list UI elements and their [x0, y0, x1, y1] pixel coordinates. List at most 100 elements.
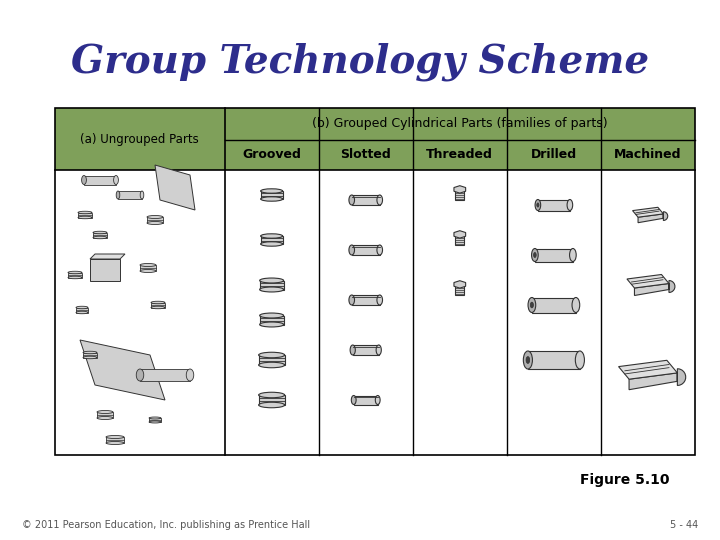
Ellipse shape	[260, 287, 284, 292]
Polygon shape	[678, 369, 685, 386]
Polygon shape	[669, 280, 675, 293]
Ellipse shape	[151, 301, 165, 303]
Bar	[260, 315, 284, 325]
Ellipse shape	[377, 295, 382, 305]
Polygon shape	[454, 186, 466, 193]
Ellipse shape	[258, 402, 284, 408]
Bar	[535, 248, 573, 261]
Bar	[118, 191, 142, 199]
Polygon shape	[80, 340, 165, 400]
Polygon shape	[663, 212, 667, 220]
Ellipse shape	[567, 199, 572, 211]
Ellipse shape	[531, 248, 539, 261]
Ellipse shape	[149, 421, 161, 423]
Ellipse shape	[116, 191, 120, 199]
Ellipse shape	[140, 191, 144, 199]
Ellipse shape	[349, 245, 354, 255]
Ellipse shape	[93, 237, 107, 239]
Bar	[532, 298, 576, 313]
Text: (a) Ungrouped Parts: (a) Ungrouped Parts	[81, 132, 199, 145]
Ellipse shape	[572, 298, 580, 313]
Bar	[353, 345, 379, 355]
Polygon shape	[454, 231, 466, 238]
Ellipse shape	[523, 351, 532, 369]
Ellipse shape	[76, 306, 88, 309]
Bar	[455, 188, 464, 200]
Text: Group Technology Scheme: Group Technology Scheme	[71, 43, 649, 81]
Ellipse shape	[261, 189, 283, 193]
Bar	[352, 195, 379, 205]
Bar	[528, 351, 580, 369]
Polygon shape	[454, 281, 466, 288]
Ellipse shape	[68, 271, 82, 274]
Text: Slotted: Slotted	[341, 148, 391, 161]
Text: Grooved: Grooved	[242, 148, 301, 161]
Bar	[258, 395, 284, 405]
Bar	[261, 236, 283, 244]
Ellipse shape	[537, 203, 539, 207]
Bar	[352, 245, 379, 255]
Polygon shape	[629, 373, 678, 390]
Bar	[538, 199, 570, 211]
Ellipse shape	[535, 199, 541, 211]
Ellipse shape	[260, 322, 284, 327]
Ellipse shape	[147, 215, 163, 219]
Bar	[151, 302, 165, 307]
Ellipse shape	[78, 216, 92, 219]
Ellipse shape	[376, 345, 382, 355]
Ellipse shape	[149, 417, 161, 419]
Ellipse shape	[349, 195, 354, 205]
Ellipse shape	[97, 416, 113, 420]
Ellipse shape	[526, 356, 530, 363]
Bar	[260, 280, 284, 289]
Ellipse shape	[377, 245, 382, 255]
Ellipse shape	[260, 313, 284, 318]
Ellipse shape	[528, 298, 536, 313]
Ellipse shape	[78, 211, 92, 214]
Ellipse shape	[258, 392, 284, 398]
Text: Figure 5.10: Figure 5.10	[580, 473, 670, 487]
Bar	[140, 265, 156, 271]
Polygon shape	[627, 274, 669, 288]
Bar	[455, 284, 464, 295]
Text: 5 - 44: 5 - 44	[670, 520, 698, 530]
Bar	[55, 108, 695, 455]
Bar	[78, 213, 92, 218]
Text: Drilled: Drilled	[531, 148, 577, 161]
Ellipse shape	[258, 352, 284, 357]
Bar	[352, 295, 379, 305]
Ellipse shape	[140, 269, 156, 273]
Text: Machined: Machined	[614, 148, 682, 161]
Ellipse shape	[570, 248, 576, 261]
Ellipse shape	[534, 253, 536, 258]
Ellipse shape	[261, 234, 283, 238]
Bar	[147, 217, 163, 223]
Ellipse shape	[186, 369, 194, 381]
Ellipse shape	[136, 369, 144, 381]
Ellipse shape	[261, 242, 283, 246]
Bar	[76, 307, 88, 313]
Bar	[55, 108, 695, 170]
Polygon shape	[638, 214, 663, 222]
Ellipse shape	[83, 356, 97, 359]
Ellipse shape	[114, 176, 118, 185]
Bar	[68, 273, 82, 278]
Bar	[261, 191, 283, 199]
Ellipse shape	[375, 395, 380, 404]
Ellipse shape	[260, 278, 284, 283]
Ellipse shape	[350, 345, 356, 355]
Polygon shape	[634, 284, 669, 295]
Text: Threaded: Threaded	[426, 148, 493, 161]
Bar	[258, 355, 284, 365]
Ellipse shape	[68, 276, 82, 279]
Polygon shape	[90, 254, 125, 259]
Ellipse shape	[261, 197, 283, 201]
Bar	[83, 353, 97, 357]
Ellipse shape	[83, 351, 97, 354]
Bar	[149, 418, 161, 422]
Ellipse shape	[140, 264, 156, 267]
Ellipse shape	[575, 351, 585, 369]
Ellipse shape	[349, 295, 354, 305]
Bar	[106, 437, 124, 443]
Polygon shape	[618, 360, 678, 379]
